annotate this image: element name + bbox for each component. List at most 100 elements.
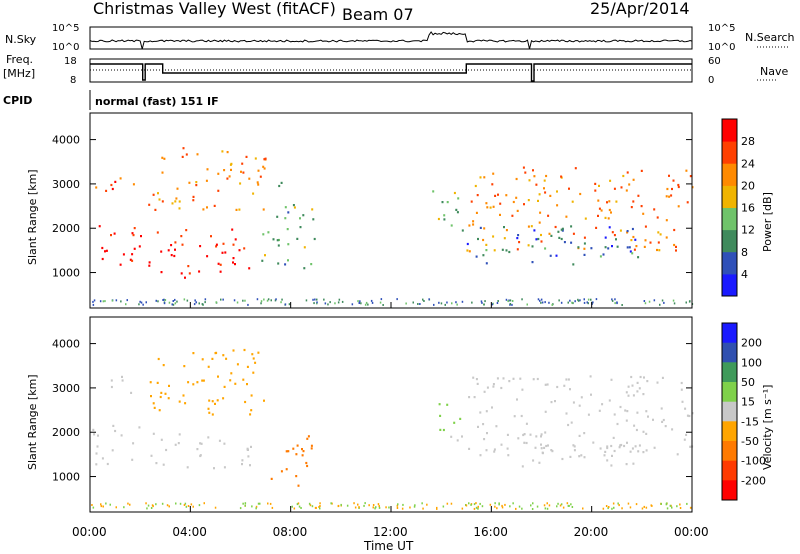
range-cell [100,505,103,508]
velocity-ylabel: Slant Range [km] [26,374,39,470]
range-cell [192,505,194,508]
range-cell [513,415,516,418]
range-cell [224,251,227,254]
colorbar-swatch [722,382,737,403]
range-cell [580,396,583,399]
range-cell [656,216,659,219]
range-cell [505,298,508,301]
range-cell [574,300,576,303]
range-cell [468,396,471,399]
range-cell [648,300,651,303]
range-cell [456,303,458,306]
range-cell [539,211,542,214]
range-cell [535,183,538,186]
x-tick-label: 12:00 [373,525,408,539]
range-cell [161,156,164,159]
range-cell [353,502,355,505]
range-cell [113,232,116,235]
range-cell [468,250,471,253]
range-cell [625,189,628,192]
range-cell [299,226,302,229]
range-cell [438,301,440,304]
range-cell [526,303,528,306]
range-cell [610,464,613,467]
range-cell [102,300,105,303]
data-region [466,166,694,253]
range-cell [627,385,630,388]
range-cell [614,302,616,305]
range-cell [261,259,264,262]
range-cell [263,167,266,170]
nave-tick-bottom: 0 [708,75,714,86]
range-cell [337,505,340,508]
range-cell [276,239,279,242]
range-cell [146,507,148,510]
range-cell [521,465,524,468]
range-cell [621,304,623,306]
x-tick-label: 08:00 [273,525,308,539]
range-cell [372,506,374,509]
range-cell [319,505,321,507]
range-cell [664,425,667,428]
nsky-label: N.Sky [5,33,37,46]
range-cell [312,298,314,301]
range-cell [620,186,623,189]
range-cell [185,153,188,156]
range-cell [380,298,383,301]
range-cell [475,211,478,214]
range-cell [673,302,676,305]
range-cell [605,505,608,507]
range-cell [610,378,613,381]
range-cell [656,248,658,252]
range-cell [192,195,195,198]
range-cell [485,410,488,413]
range-cell [314,506,317,509]
range-cell [329,301,331,304]
date-label: 25/Apr/2014 [590,0,690,18]
range-cell [168,384,170,387]
range-cell [631,384,634,387]
range-cell [213,467,215,470]
range-cell [158,198,161,201]
range-cell [257,169,260,172]
range-cell [175,502,177,505]
range-cell [567,423,570,427]
range-cell [259,502,261,505]
range-cell [242,378,245,381]
range-cell [122,253,125,256]
range-cell [440,302,443,305]
range-cell [264,157,267,160]
range-cell [470,503,472,506]
range-cell [661,420,664,423]
range-cell [162,463,165,466]
range-cell [644,302,647,305]
range-cell [494,194,497,197]
range-cell [616,301,618,304]
range-cell [499,202,502,205]
range-cell [378,505,380,508]
range-cell [512,502,514,505]
range-cell [645,506,648,509]
range-cell [642,212,645,215]
range-cell [241,463,243,466]
range-cell [541,301,544,304]
range-cell [214,402,216,405]
range-cell [556,505,558,508]
range-cell [163,157,166,160]
range-cell [580,454,583,457]
range-cell [608,226,611,229]
range-cell [138,426,141,429]
range-cell [689,300,691,303]
range-cell [649,241,652,244]
range-cell [396,504,399,507]
range-cell [535,238,538,241]
range-cell [183,365,186,368]
range-cell [525,441,528,445]
range-cell [93,299,96,302]
range-cell [497,300,499,302]
range-cell [680,388,683,391]
range-cell [611,298,613,301]
range-cell [626,231,629,234]
range-cell [111,187,114,191]
range-cell [276,215,279,218]
